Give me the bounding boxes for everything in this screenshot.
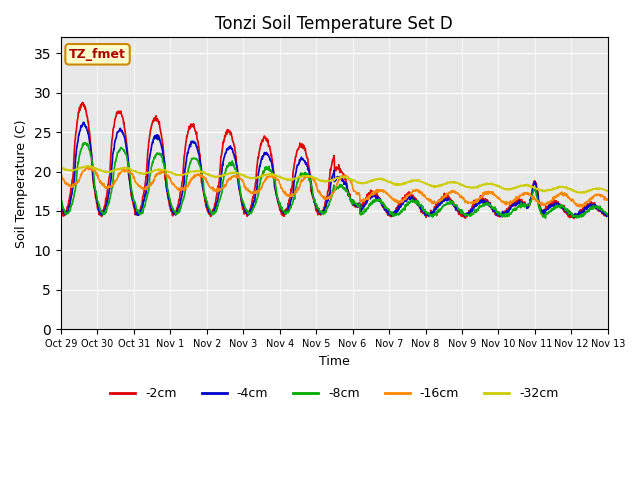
-16cm: [604, 197, 612, 203]
-4cm: [166, 197, 173, 203]
-16cm: [240, 182, 248, 188]
-32cm: [166, 169, 173, 175]
-32cm: [83, 163, 91, 169]
-4cm: [179, 188, 187, 194]
-8cm: [81, 140, 89, 145]
-32cm: [179, 172, 187, 178]
-4cm: [604, 213, 612, 218]
-2cm: [491, 210, 499, 216]
Line: -16cm: -16cm: [61, 167, 608, 207]
-8cm: [541, 216, 549, 221]
-16cm: [57, 172, 65, 178]
-4cm: [420, 207, 428, 213]
-16cm: [87, 164, 95, 170]
-32cm: [540, 189, 547, 194]
Line: -2cm: -2cm: [61, 102, 608, 218]
Y-axis label: Soil Temperature (C): Soil Temperature (C): [15, 119, 28, 248]
-8cm: [57, 194, 65, 200]
-32cm: [580, 190, 588, 196]
-16cm: [420, 192, 428, 197]
-2cm: [420, 210, 428, 216]
-8cm: [420, 208, 428, 214]
-16cm: [540, 202, 547, 207]
-8cm: [540, 213, 547, 219]
-4cm: [491, 208, 499, 214]
-4cm: [240, 205, 248, 211]
-32cm: [491, 182, 499, 188]
-2cm: [166, 204, 173, 209]
Text: TZ_fmet: TZ_fmet: [69, 48, 126, 61]
X-axis label: Time: Time: [319, 355, 349, 368]
-4cm: [57, 201, 65, 206]
-2cm: [540, 209, 547, 215]
-32cm: [420, 180, 428, 185]
Line: -4cm: -4cm: [61, 122, 608, 216]
-4cm: [79, 120, 87, 125]
-2cm: [79, 99, 86, 105]
-8cm: [491, 204, 499, 210]
Legend: -2cm, -4cm, -8cm, -16cm, -32cm: -2cm, -4cm, -8cm, -16cm, -32cm: [105, 382, 564, 405]
-2cm: [240, 211, 248, 217]
-8cm: [604, 213, 612, 219]
-16cm: [491, 193, 499, 199]
-8cm: [240, 202, 248, 208]
-4cm: [540, 210, 547, 216]
Title: Tonzi Soil Temperature Set D: Tonzi Soil Temperature Set D: [216, 15, 453, 33]
-32cm: [604, 189, 612, 194]
-16cm: [578, 204, 586, 210]
-16cm: [179, 185, 187, 191]
Line: -32cm: -32cm: [61, 166, 608, 193]
-2cm: [604, 213, 612, 219]
-4cm: [570, 214, 578, 219]
-2cm: [179, 177, 187, 182]
-8cm: [166, 195, 173, 201]
-8cm: [179, 198, 187, 204]
-2cm: [570, 216, 578, 221]
Line: -8cm: -8cm: [61, 143, 608, 218]
-16cm: [166, 175, 173, 180]
-2cm: [57, 204, 65, 210]
-32cm: [57, 165, 65, 170]
-32cm: [240, 172, 248, 178]
